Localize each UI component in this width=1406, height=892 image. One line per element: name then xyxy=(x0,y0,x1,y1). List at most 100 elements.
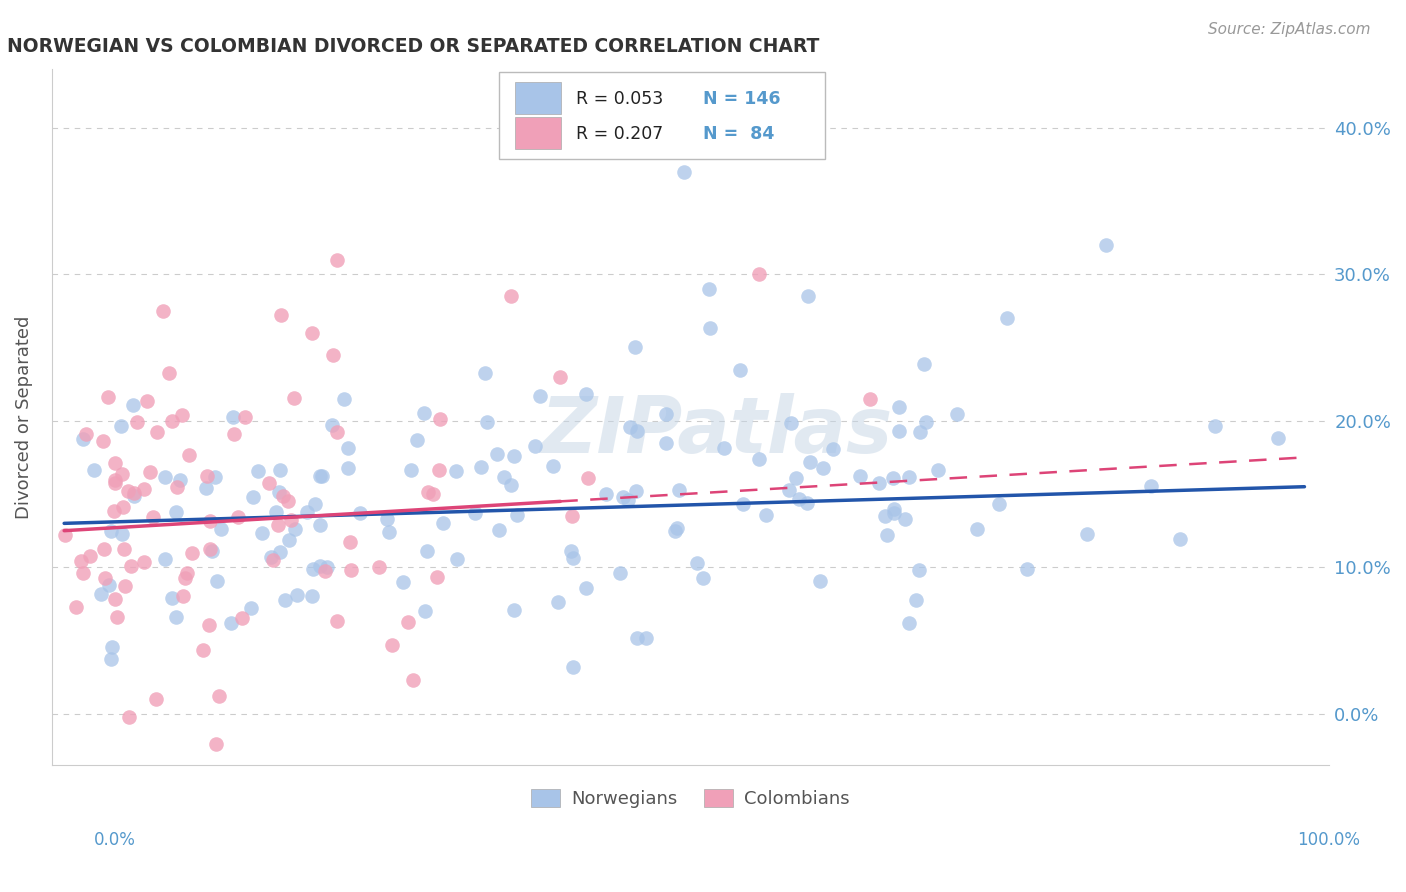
Point xyxy=(111,527,134,541)
Point xyxy=(157,366,180,380)
Point xyxy=(304,498,326,512)
Point xyxy=(295,505,318,519)
Point xyxy=(349,506,371,520)
Point xyxy=(474,366,496,380)
Point xyxy=(100,640,122,655)
Point xyxy=(165,505,187,519)
Point xyxy=(787,491,810,506)
Point xyxy=(561,508,583,523)
Point xyxy=(405,434,427,448)
Point xyxy=(402,673,425,687)
Point xyxy=(110,418,132,433)
Point xyxy=(868,476,890,491)
Point xyxy=(200,542,222,557)
Point xyxy=(134,555,156,569)
Text: R = 0.053: R = 0.053 xyxy=(575,90,662,108)
Point xyxy=(105,609,128,624)
Point xyxy=(485,447,508,461)
Point xyxy=(322,349,344,363)
Point xyxy=(1140,478,1163,492)
Point xyxy=(93,542,115,557)
Point xyxy=(392,574,415,589)
Point xyxy=(339,563,361,577)
Point xyxy=(111,500,134,514)
Point xyxy=(416,485,439,500)
Point xyxy=(907,563,929,577)
Point xyxy=(413,406,436,420)
Text: R = 0.207: R = 0.207 xyxy=(575,125,662,143)
Point xyxy=(284,523,307,537)
Point xyxy=(311,468,333,483)
Point xyxy=(626,424,648,438)
Point xyxy=(811,461,834,475)
Point xyxy=(882,470,904,484)
Point xyxy=(575,581,598,595)
Point xyxy=(547,595,569,609)
Point xyxy=(1267,431,1289,445)
Point xyxy=(104,456,127,470)
Point xyxy=(876,527,898,541)
Point xyxy=(337,461,360,475)
Point xyxy=(446,551,468,566)
Point xyxy=(170,409,193,423)
Point xyxy=(1017,562,1039,576)
Point xyxy=(655,407,678,421)
Point xyxy=(242,490,264,504)
Point xyxy=(426,570,449,584)
Y-axis label: Divorced or Separated: Divorced or Separated xyxy=(15,316,32,519)
Point xyxy=(104,473,127,487)
Point xyxy=(79,549,101,564)
Point xyxy=(267,484,290,499)
Point xyxy=(429,412,451,426)
Point xyxy=(205,737,228,751)
Point xyxy=(136,394,159,409)
Point xyxy=(118,710,141,724)
Point xyxy=(821,442,844,457)
Point xyxy=(195,469,218,483)
Point xyxy=(139,466,162,480)
Point xyxy=(396,615,419,630)
Point xyxy=(90,587,112,601)
Point xyxy=(145,692,167,706)
Text: Source: ZipAtlas.com: Source: ZipAtlas.com xyxy=(1208,22,1371,37)
Point xyxy=(226,509,249,524)
Point xyxy=(314,564,336,578)
Point xyxy=(780,416,803,430)
Point xyxy=(541,458,564,473)
Point xyxy=(575,387,598,401)
Point xyxy=(416,543,439,558)
Text: ZIPatlas: ZIPatlas xyxy=(540,393,893,469)
Point xyxy=(367,560,389,574)
Point xyxy=(506,508,529,523)
Text: NORWEGIAN VS COLOMBIAN DIVORCED OR SEPARATED CORRELATION CHART: NORWEGIAN VS COLOMBIAN DIVORCED OR SEPAR… xyxy=(7,37,820,56)
Point xyxy=(315,560,337,574)
Point xyxy=(231,611,253,625)
Point xyxy=(160,414,183,428)
Point xyxy=(413,604,436,618)
Point xyxy=(235,410,257,425)
Point xyxy=(731,497,754,511)
Point xyxy=(98,578,121,592)
Point xyxy=(269,463,291,477)
Point xyxy=(636,631,658,645)
Point xyxy=(399,463,422,477)
Point xyxy=(470,459,492,474)
Point xyxy=(181,546,204,560)
Point xyxy=(904,592,927,607)
Point xyxy=(309,468,332,483)
Point xyxy=(966,522,988,536)
Point xyxy=(321,418,343,433)
Point xyxy=(104,591,127,606)
Point xyxy=(174,571,197,585)
Point xyxy=(263,552,285,566)
Point xyxy=(475,415,498,429)
Point xyxy=(124,486,146,500)
Point xyxy=(887,401,910,415)
Point xyxy=(898,469,921,483)
Point xyxy=(655,436,678,450)
Point xyxy=(927,463,949,477)
Point xyxy=(1076,527,1098,541)
Point xyxy=(664,524,686,539)
Point xyxy=(246,464,269,478)
Point xyxy=(283,391,305,405)
